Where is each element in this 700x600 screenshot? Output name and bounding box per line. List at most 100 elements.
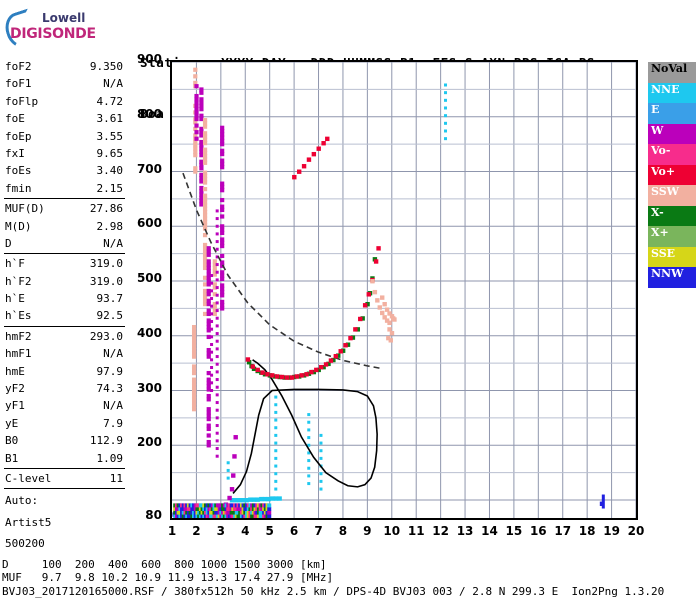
x-tick-label: 2 bbox=[184, 524, 208, 538]
param-row-b1: B1 1.09 bbox=[2, 450, 127, 467]
ionogram-page: Lowell DIGISONDE Station YYYY DAY DDD HH… bbox=[0, 0, 700, 600]
x-tick-label: 11 bbox=[404, 524, 428, 538]
param-key: h`F bbox=[5, 255, 25, 272]
param-row-he: h`E 93.7 bbox=[2, 290, 127, 307]
param-value: 319.0 bbox=[90, 273, 123, 290]
footer-distance-row: D 100 200 400 600 800 1000 1500 3000 [km… bbox=[2, 558, 327, 571]
series-x bbox=[247, 257, 377, 380]
param-divider bbox=[4, 326, 125, 327]
param-key: fmin bbox=[5, 180, 32, 197]
param-row-foe: foE 3.61 bbox=[2, 110, 127, 127]
series-upper bbox=[292, 137, 329, 180]
x-tick-label: 4 bbox=[233, 524, 257, 538]
param-key: foFlp bbox=[5, 93, 38, 110]
auto-scaling-line-2: 500200 bbox=[2, 533, 127, 554]
legend-item-vo[interactable]: Vo- bbox=[648, 144, 696, 165]
x-tick-label: 15 bbox=[502, 524, 526, 538]
footer-file-info: BVJ03_2017120165000.RSF / 380fx512h 50 k… bbox=[2, 585, 664, 598]
param-row-foflp: foFlp 4.72 bbox=[2, 93, 127, 110]
param-key: h`F2 bbox=[5, 273, 32, 290]
x-tick-label: 13 bbox=[453, 524, 477, 538]
grid-lines bbox=[172, 62, 636, 518]
baseline-clutter bbox=[173, 503, 271, 518]
param-row-foes: foEs 3.40 bbox=[2, 162, 127, 179]
param-key: hmE bbox=[5, 363, 25, 380]
param-value: 293.0 bbox=[90, 328, 123, 345]
x-tick-label: 17 bbox=[551, 524, 575, 538]
param-key: foEp bbox=[5, 128, 32, 145]
polarization-legend: NoVal NNE E W Vo- Vo+ SSW X- X+ SSE NNW bbox=[648, 62, 696, 288]
param-row-fxi: fxI 9.65 bbox=[2, 145, 127, 162]
param-row-foep: foEp 3.55 bbox=[2, 128, 127, 145]
legend-item-x[interactable]: X+ bbox=[648, 226, 696, 247]
param-key: yE bbox=[5, 415, 18, 432]
param-key: foF1 bbox=[5, 75, 32, 92]
param-key: h`E bbox=[5, 290, 25, 307]
y-tick-label: 400 bbox=[137, 326, 162, 340]
param-row-yf2: yF2 74.3 bbox=[2, 380, 127, 397]
lowell-digisonde-logo: Lowell DIGISONDE bbox=[4, 10, 112, 46]
param-key: C-level bbox=[5, 470, 51, 487]
param-divider bbox=[4, 253, 125, 254]
param-key: fxI bbox=[5, 145, 25, 162]
param-key: hmF1 bbox=[5, 345, 32, 362]
x-tick-label: 14 bbox=[477, 524, 501, 538]
y-tick-label: 900 bbox=[137, 52, 162, 66]
param-key: D bbox=[5, 235, 12, 252]
y-tick-label: 600 bbox=[137, 216, 162, 230]
param-key: MUF(D) bbox=[5, 200, 45, 217]
series-vo bbox=[246, 246, 381, 380]
param-row-d: D N/A bbox=[2, 235, 127, 252]
legend-item-nnw[interactable]: NNW bbox=[648, 267, 696, 288]
legend-item-ssw[interactable]: SSW bbox=[648, 185, 696, 206]
param-row-md: M(D) 2.98 bbox=[2, 218, 127, 235]
param-row-hes: h`Es 92.5 bbox=[2, 307, 127, 324]
ionospheric-parameters-panel: foF2 9.350 foF1 N/A foFlp 4.72 foE 3.61 foEp 3.55… bbox=[2, 58, 127, 555]
logo-lowell-text: Lowell bbox=[42, 11, 85, 25]
series-es bbox=[175, 435, 238, 513]
param-row-fof2: foF2 9.350 bbox=[2, 58, 127, 75]
param-key: hmF2 bbox=[5, 328, 32, 345]
curve-electron-density bbox=[233, 360, 377, 494]
param-row-fof1: foF1 N/A bbox=[2, 75, 127, 92]
legend-item-vo[interactable]: Vo+ bbox=[648, 165, 696, 186]
legend-item-sse[interactable]: SSE bbox=[648, 247, 696, 268]
ionogram-plot-area[interactable] bbox=[170, 60, 638, 520]
y-tick-label: 300 bbox=[137, 381, 162, 395]
x-tick-label: 20 bbox=[624, 524, 648, 538]
param-key: h`Es bbox=[5, 307, 32, 324]
param-value: 112.9 bbox=[90, 432, 123, 449]
x-tick-label: 18 bbox=[575, 524, 599, 538]
y-tick-label: 200 bbox=[137, 435, 162, 449]
legend-item-noval[interactable]: NoVal bbox=[648, 62, 696, 83]
x-axis-labels: 1 2 3 4 5 6 7 8 9 10 11 12 13 14 15 16 17 18 19 20 bbox=[170, 524, 640, 544]
legend-item-nne[interactable]: NNE bbox=[648, 83, 696, 104]
auto-scaling-line-1: Artist5 bbox=[2, 512, 127, 533]
legend-item-x[interactable]: X- bbox=[648, 206, 696, 227]
x-tick-label: 12 bbox=[429, 524, 453, 538]
param-row-hf2: h`F2 319.0 bbox=[2, 273, 127, 290]
x-tick-label: 10 bbox=[380, 524, 404, 538]
x-tick-label: 5 bbox=[258, 524, 282, 538]
x-tick-label: 8 bbox=[331, 524, 355, 538]
param-key: yF2 bbox=[5, 380, 25, 397]
auto-scaling-line-0: Auto: bbox=[2, 490, 127, 511]
x-tick-label: 3 bbox=[209, 524, 233, 538]
param-key: foF2 bbox=[5, 58, 32, 75]
param-key: foEs bbox=[5, 162, 32, 179]
param-key: yF1 bbox=[5, 397, 25, 414]
param-key: M(D) bbox=[5, 218, 32, 235]
param-row-hmf2: hmF2 293.0 bbox=[2, 328, 127, 345]
param-row-fmin: fmin 2.15 bbox=[2, 180, 127, 197]
y-axis-labels: 80 200 300 400 500 600 700 800 900 bbox=[120, 60, 166, 520]
legend-item-e[interactable]: E bbox=[648, 103, 696, 124]
param-row-b0: B0 112.9 bbox=[2, 432, 127, 449]
y-tick-label: 80 bbox=[145, 508, 162, 522]
y-tick-label: 800 bbox=[137, 107, 162, 121]
param-value: 319.0 bbox=[90, 255, 123, 272]
param-value: 9.350 bbox=[90, 58, 123, 75]
legend-item-w[interactable]: W bbox=[648, 124, 696, 145]
isolated-echo-marker bbox=[602, 495, 605, 509]
x-tick-label: 9 bbox=[355, 524, 379, 538]
param-divider bbox=[4, 198, 125, 199]
